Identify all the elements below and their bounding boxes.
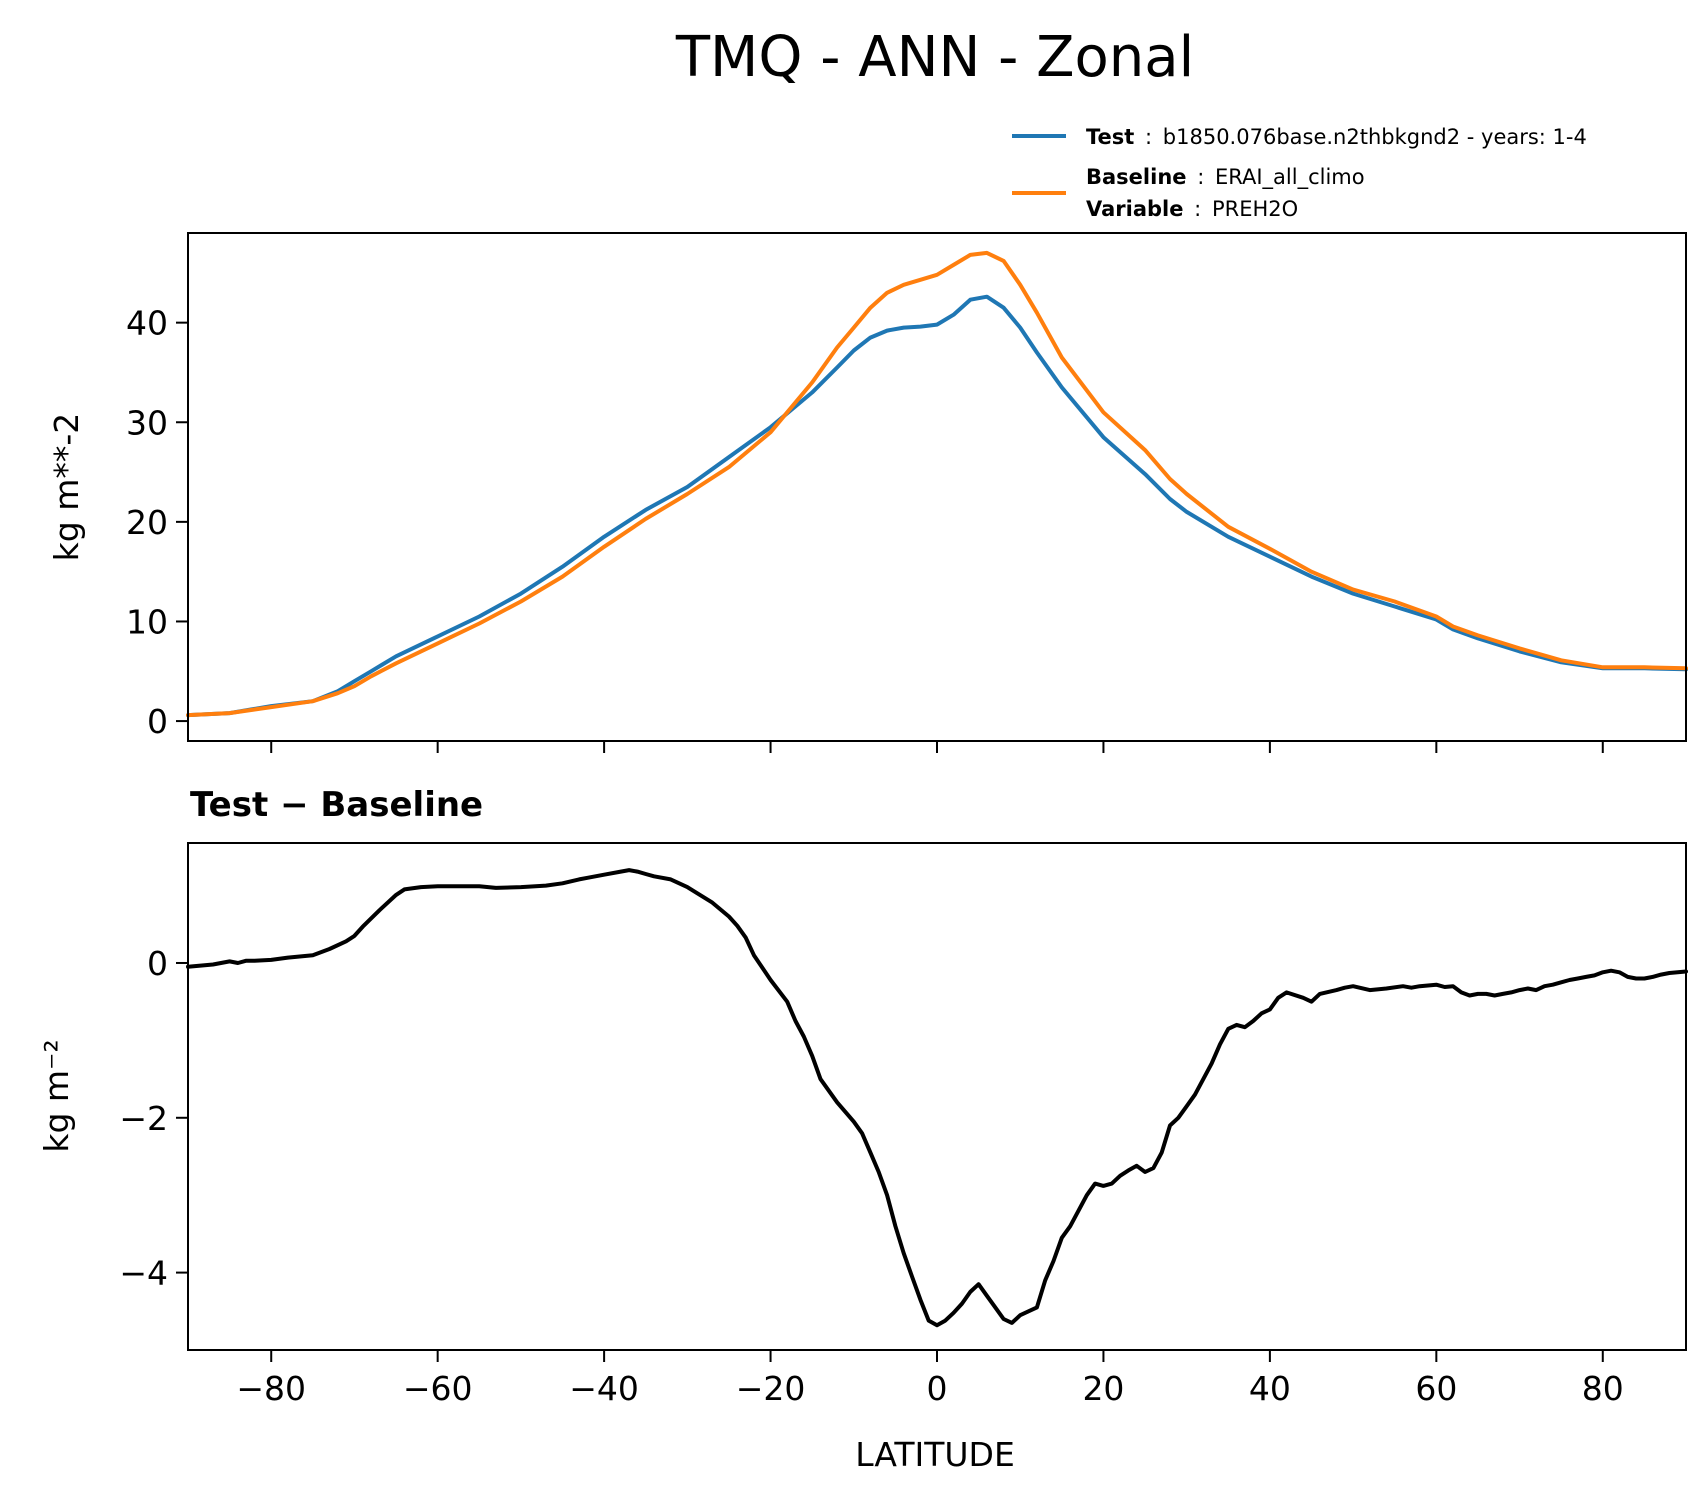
legend-value: ERAI_all_climo — [1215, 165, 1365, 190]
legend-entry-baseline: Baseline : ERAI_all_climo — [1086, 165, 1365, 190]
y-tick-label: 0 — [147, 944, 168, 983]
x-tick-label: 0 — [927, 1369, 948, 1408]
legend-separator: : — [1197, 165, 1204, 189]
series-line-test — [186, 294, 1688, 718]
legend-key: Baseline — [1086, 165, 1187, 189]
legend-key: Variable — [1086, 197, 1183, 221]
top-plot-panel: 0 10 20 30 40 kg m**-2 — [47, 232, 1688, 753]
plot-frame — [187, 842, 1687, 1351]
difference-plot-title: Test − Baseline — [190, 785, 483, 825]
x-tick-label: 20 — [1082, 1369, 1124, 1408]
y-tick-label: 20 — [126, 503, 168, 542]
series-line-baseline — [186, 250, 1688, 718]
legend-entry-variable: Variable : PREH2O — [1086, 197, 1298, 221]
x-tick-label: 80 — [1582, 1369, 1624, 1408]
legend-value: b1850.076base.n2thbkgnd2 - years: 1-4 — [1163, 125, 1587, 149]
x-tick-label: −80 — [236, 1369, 306, 1408]
x-tick-label: −40 — [569, 1369, 639, 1408]
legend-separator: : — [1145, 125, 1152, 149]
y-tick-label: 40 — [126, 304, 168, 343]
y-tick-label: 30 — [126, 403, 168, 442]
bottom-plot-panel: −80 −60 −40 −20 0 20 40 60 80 0 −2 −4 kg m⁻² — [37, 842, 1688, 1408]
x-tick-label: −60 — [403, 1369, 473, 1408]
x-tick-label: −20 — [736, 1369, 806, 1408]
chart-title: TMQ - ANN - Zonal — [675, 25, 1194, 90]
legend-value: PREH2O — [1212, 197, 1298, 221]
y-tick-label: −2 — [119, 1099, 168, 1138]
y-axis-label: kg m**-2 — [47, 413, 86, 562]
y-tick-label: 10 — [126, 602, 168, 641]
legend-key: Test — [1086, 125, 1134, 149]
legend: Test : b1850.076base.n2thbkgnd2 - years:… — [1012, 125, 1587, 221]
y-tick-label: 0 — [147, 702, 168, 741]
x-tick-label: 40 — [1249, 1369, 1291, 1408]
x-axis-label: LATITUDE — [855, 1435, 1015, 1474]
y-axis-label: kg m⁻² — [37, 1039, 76, 1152]
legend-entry-test: Test : b1850.076base.n2thbkgnd2 - years:… — [1086, 125, 1587, 149]
y-tick-label: −4 — [119, 1254, 168, 1293]
series-line-difference — [186, 868, 1688, 1328]
plot-frame — [187, 232, 1687, 742]
x-tick-label: 60 — [1415, 1369, 1457, 1408]
legend-separator: : — [1194, 197, 1201, 221]
